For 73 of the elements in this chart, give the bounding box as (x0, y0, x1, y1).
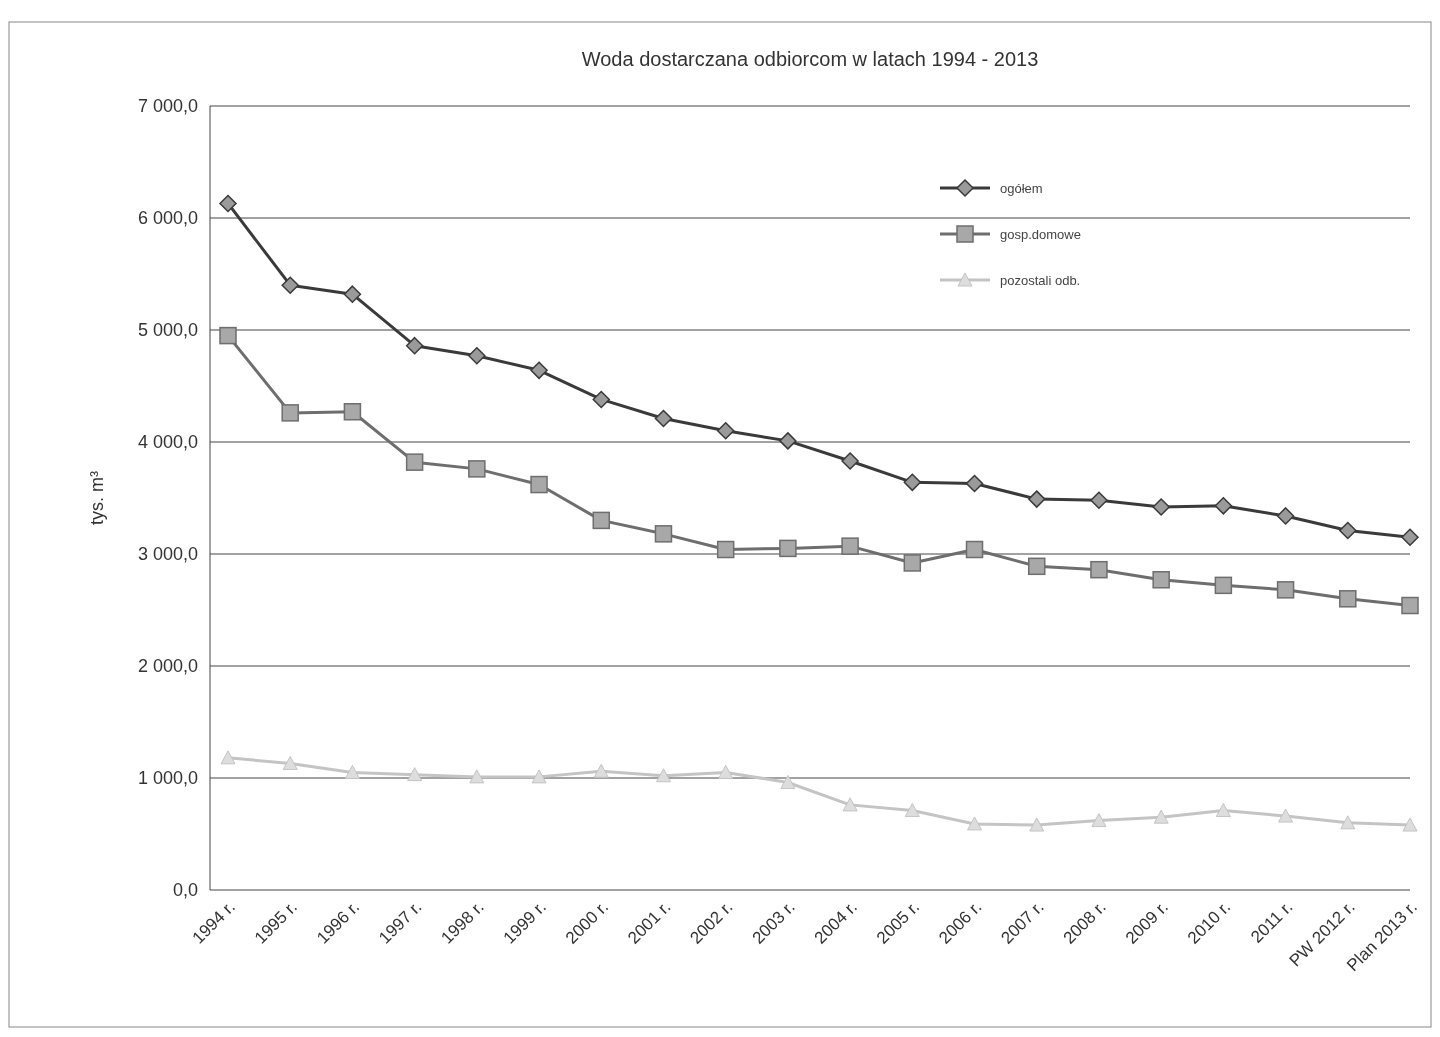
legend-label: pozostali odb. (1000, 272, 1081, 288)
point (344, 764, 360, 779)
point (219, 326, 237, 345)
point (1401, 528, 1419, 546)
point (780, 774, 796, 789)
point (405, 336, 424, 355)
point (716, 540, 735, 559)
point (407, 767, 423, 782)
point (1152, 571, 1170, 589)
point (718, 764, 734, 779)
point (1152, 498, 1170, 516)
point (779, 539, 797, 558)
point (281, 404, 299, 422)
point (903, 473, 922, 492)
point (1153, 809, 1169, 824)
y-tick-label: 3 000,0 (137, 544, 198, 565)
point (530, 475, 548, 494)
point (1090, 560, 1108, 579)
y-tick-label: 2 000,0 (137, 656, 198, 677)
y-tick-label: 6 000,0 (137, 208, 198, 229)
point (1402, 817, 1418, 832)
point (1027, 557, 1046, 576)
point (1340, 815, 1356, 830)
y-tick-label: 5 000,0 (137, 320, 198, 341)
point (904, 802, 920, 817)
point (842, 797, 858, 812)
point (468, 460, 486, 478)
point (841, 452, 859, 470)
point (1339, 590, 1357, 608)
point (965, 474, 984, 493)
y-tick-label: 1 000,0 (137, 768, 198, 789)
point (1214, 497, 1233, 515)
point (1090, 491, 1108, 509)
point (405, 453, 424, 471)
chart-title: Woda dostarczana odbiorcom w latach 1994 - 2013 (581, 48, 1039, 70)
point (531, 769, 547, 784)
point (967, 816, 983, 831)
y-tick-label: 7 000,0 (137, 96, 198, 117)
point (593, 763, 609, 778)
y-tick-label: 4 000,0 (137, 432, 198, 453)
y-tick-label: 0,0 (172, 880, 198, 901)
point (343, 403, 362, 421)
point (343, 285, 362, 303)
point (716, 422, 735, 440)
point (1276, 581, 1295, 599)
point (1027, 490, 1046, 508)
point (1091, 813, 1107, 828)
point (779, 432, 797, 450)
point (220, 750, 236, 765)
point (1276, 507, 1295, 525)
point (1339, 521, 1357, 540)
point (654, 525, 673, 543)
point (903, 554, 922, 572)
point (1278, 808, 1294, 823)
point (1214, 576, 1233, 595)
point (841, 537, 859, 555)
point (468, 347, 486, 365)
point (1029, 817, 1045, 832)
point (1215, 802, 1231, 817)
point (592, 511, 611, 530)
legend-label: ogółem (1000, 180, 1043, 196)
point (1401, 596, 1419, 615)
point (282, 755, 298, 770)
point (592, 390, 611, 409)
y-axis-title: tys. m³ (87, 471, 107, 525)
point (654, 409, 673, 428)
point (530, 361, 548, 380)
point (469, 769, 485, 784)
point (655, 768, 671, 783)
legend-label: gosp.domowe (1000, 226, 1081, 242)
point (219, 194, 237, 213)
point (281, 276, 299, 294)
point (965, 540, 984, 559)
